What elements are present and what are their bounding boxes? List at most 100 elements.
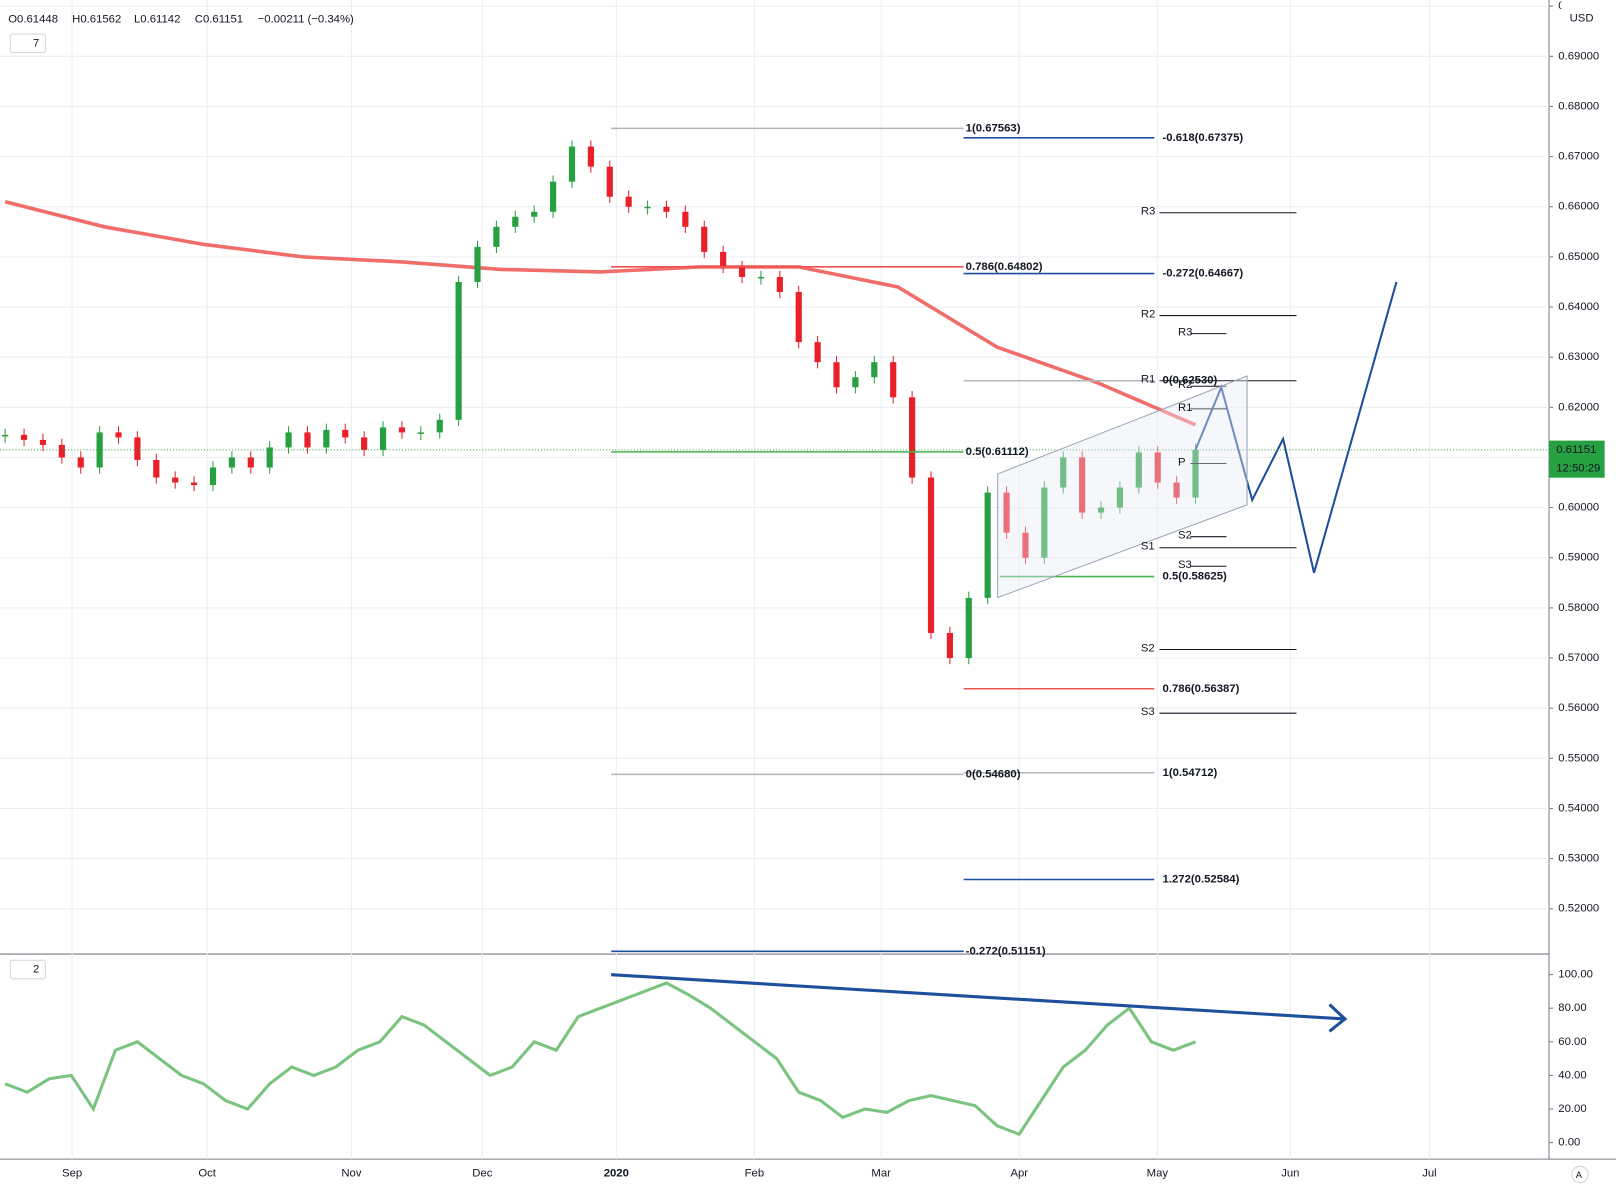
candle [417,432,424,434]
fib-label: -0.272(0.64667) [1163,268,1244,280]
pivot-label: R1 [1178,402,1192,414]
osc-tick-label: 80.00 [1558,1002,1586,1014]
candle [1154,452,1161,483]
pivot-label: S3 [1178,559,1192,571]
candle [134,437,141,460]
y-tick-label: 0.67000 [1558,151,1599,163]
candle [77,457,84,468]
candle [266,447,273,468]
candle [814,342,821,363]
candle [1079,457,1086,513]
candle [757,276,765,279]
candle [984,492,991,598]
fib-label: 0.786(0.56387) [1163,683,1240,695]
pivot-label: S3 [1141,706,1155,718]
candle [1116,487,1124,508]
y-tick-label: 0.58000 [1558,602,1599,614]
candle [285,432,292,448]
legend-toggle[interactable] [9,33,46,54]
pivot-label: R2 [1141,309,1155,321]
candle [550,181,557,212]
candle [191,482,198,486]
fib-label: -0.618(0.67375) [1163,132,1244,144]
x-tick-label: 2020 [604,1168,629,1180]
candle [153,459,160,478]
candle [455,281,462,420]
candle [833,362,840,388]
x-tick-label: Sep [62,1168,82,1180]
candle [663,206,670,212]
y-tick-label: 0.68000 [1558,100,1599,112]
ohlc-low: L0.61142 [134,14,180,26]
fib-label: 0.786(0.64802) [966,261,1043,273]
candle [20,434,28,440]
trend-arrow [1328,1003,1348,1033]
pivot-label: S2 [1141,642,1155,654]
candle [946,632,953,659]
candle [890,362,897,398]
last-price-box [1549,440,1605,478]
fib-label: 1.272(0.52584) [1163,873,1240,885]
osc-legend-count: 2 [33,964,39,976]
trend-line [611,973,1346,1021]
pivot-label: R3 [1141,206,1155,218]
countdown: 12:50:29 [1556,462,1600,474]
grid [0,0,1550,1160]
x-tick-label: May [1147,1168,1169,1180]
ohlc-close: C0.61151 [195,14,243,26]
osc-tick-label: 40.00 [1558,1069,1586,1081]
pivot-label: R1 [1141,374,1155,386]
x-tick-label: Jul [1422,1168,1436,1180]
y-tick-label: 0.69000 [1558,50,1599,62]
fib-label: 0(0.62530) [1163,375,1218,387]
fib-label: 1(0.54712) [1163,767,1218,779]
x-tick-label: Feb [745,1168,765,1180]
ohlc-open: O0.61448 [8,14,58,26]
candle [871,362,878,378]
candle [606,166,613,197]
candle [361,437,368,450]
candle [1060,457,1067,488]
candle [587,146,594,167]
candle [172,477,179,483]
candle [512,216,519,227]
channel [997,375,1248,599]
plot [0,127,1550,1137]
ohlc-high: H0.61562 [72,14,121,26]
y-tick-label: 0.53000 [1558,853,1599,865]
candle [568,146,576,182]
osc-legend-toggle[interactable] [9,959,46,980]
candle [1041,487,1048,558]
candle [644,206,651,209]
y-tick-label: 0.63000 [1558,351,1599,363]
candle [682,211,689,227]
candle [1192,449,1199,498]
candle [701,226,708,252]
candle [795,291,802,343]
candle [1022,532,1029,558]
pivot-label: P [1178,456,1186,468]
y-tick-label: 0.64000 [1558,301,1599,313]
x-tick-label: Mar [871,1168,891,1180]
y-tick-label: 0.56000 [1558,702,1599,714]
candle [1135,452,1142,488]
main-legend-count: 7 [33,37,39,49]
candle [39,439,47,445]
candle [852,377,859,388]
candle [776,276,783,292]
candle [2,434,9,437]
y-tick-label: 0.54000 [1558,802,1599,814]
auto-scale-icon: A [1576,1170,1583,1180]
candle [304,432,311,448]
x-tick-label: Jun [1281,1168,1299,1180]
candle [342,429,349,438]
osc-tick-label: 0.00 [1558,1137,1580,1149]
auto-scale-button[interactable] [1571,1165,1589,1184]
osc-tick-label: 60.00 [1558,1036,1586,1048]
moving-average [4,199,1197,427]
candle [209,467,217,486]
candle [965,597,972,659]
candle [531,211,538,217]
y-tick-label: 0.55000 [1558,752,1599,764]
y-tick-label: 0.59000 [1558,552,1599,564]
